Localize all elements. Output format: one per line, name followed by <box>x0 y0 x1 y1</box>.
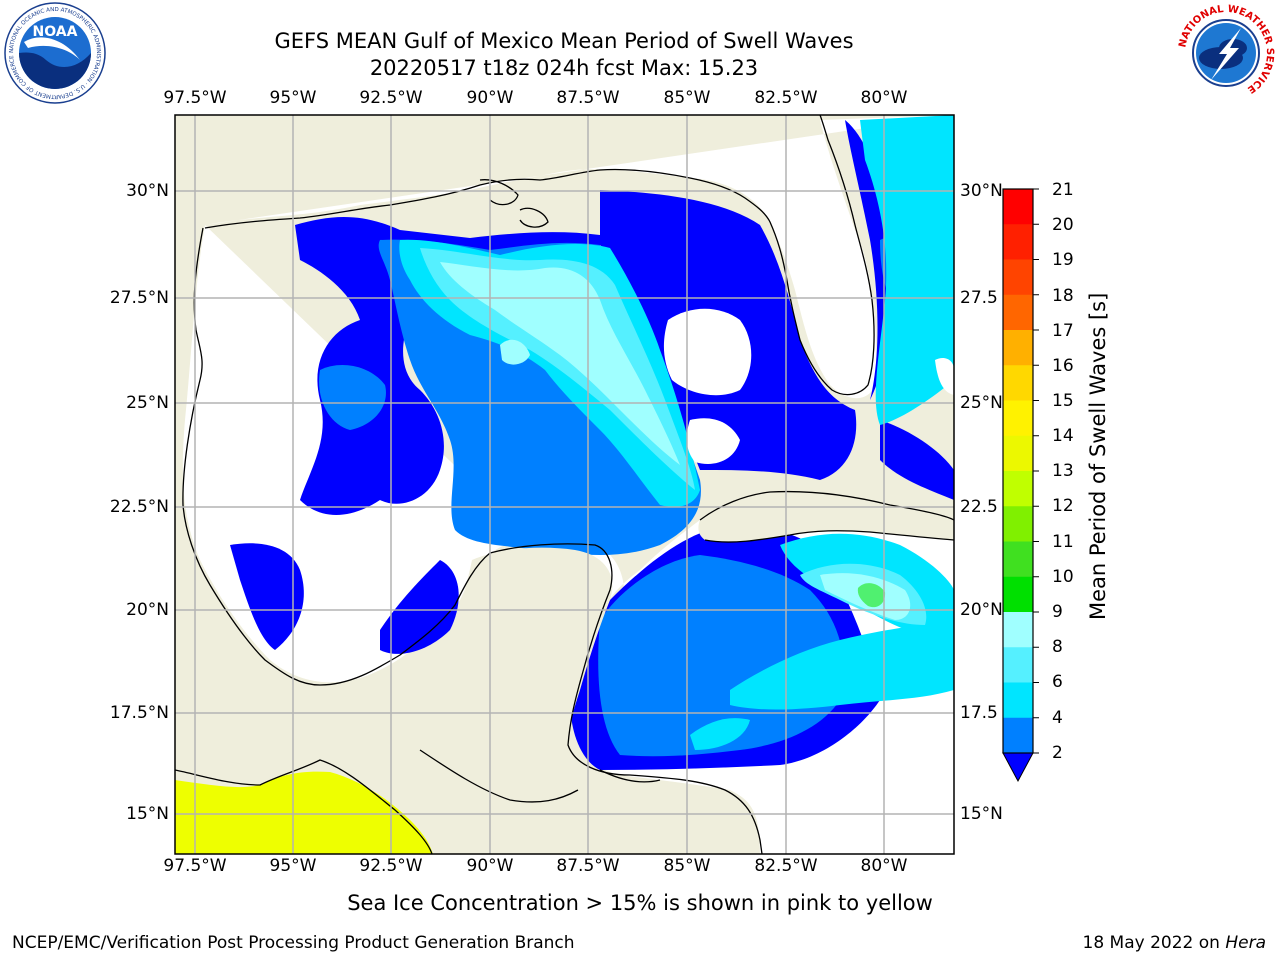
colorbar-segment <box>1003 717 1033 754</box>
lon-label-top: 87.5°W <box>556 88 620 108</box>
colorbar-segment <box>1003 294 1033 331</box>
lat-label-right: 25°N <box>960 393 1003 413</box>
colorbar-tick-label: 19 <box>1052 250 1074 270</box>
lat-label-left: 22.5°N <box>109 497 169 517</box>
lat-label-left: 25°N <box>126 393 169 413</box>
cuba-land <box>698 491 954 543</box>
colorbar-segment <box>1003 612 1033 648</box>
lon-label-bottom: 97.5°W <box>163 856 227 876</box>
colorbar-tick-label: 6 <box>1052 672 1063 692</box>
colorbar-segment <box>1003 435 1033 472</box>
colorbar-segment <box>1003 682 1033 719</box>
lon-label-top: 92.5°W <box>359 88 423 108</box>
colorbar-tick-label: 12 <box>1052 496 1074 516</box>
map-subtitle: 20220517 t18z 024h fcst Max: 15.23 <box>369 56 759 80</box>
lat-label-left: 27.5°N <box>109 288 169 308</box>
noaa-logo-text: NOAA <box>33 24 78 40</box>
map-frame <box>174 114 955 855</box>
colorbar-tick-label: 15 <box>1052 391 1074 411</box>
lat-label-left: 30°N <box>126 181 169 201</box>
colorbar-tick-label: 4 <box>1052 708 1063 728</box>
lon-label-bottom: 85°W <box>663 856 711 876</box>
lon-label-top: 80°W <box>860 88 908 108</box>
lon-label-bottom: 87.5°W <box>556 856 620 876</box>
colorbar-tick-label: 18 <box>1052 286 1074 306</box>
lon-label-top: 97.5°W <box>163 88 227 108</box>
colorbar-segment <box>1003 259 1033 296</box>
colorbar-segment <box>1003 330 1033 366</box>
graticule <box>175 115 954 854</box>
colorbar <box>1002 188 1039 783</box>
lon-label-top: 82.5°W <box>754 88 818 108</box>
lat-label-right: 20°N <box>960 600 1003 620</box>
lon-label-top: 90°W <box>466 88 514 108</box>
nws-logo-icon: NATIONAL WEATHER SERVICE <box>1176 3 1276 103</box>
footer-host: Hera <box>1225 933 1266 953</box>
sea-ice-caption: Sea Ice Concentration > 15% is shown in … <box>347 891 933 915</box>
colorbar-segment <box>1003 506 1033 542</box>
yucatan-land <box>443 547 613 817</box>
footer-credit: NCEP/EMC/Verification Post Processing Pr… <box>12 933 575 953</box>
swell-band-9-10 <box>857 583 886 608</box>
colorbar-tick-label: 9 <box>1052 602 1063 622</box>
colorbar-segment <box>1003 541 1033 578</box>
colorbar-tick-label: 14 <box>1052 426 1074 446</box>
colorbar-tick-label: 2 <box>1052 743 1063 763</box>
colorbar-segment <box>1003 647 1033 683</box>
lon-label-bottom: 82.5°W <box>754 856 818 876</box>
colorbar-segment <box>1003 576 1033 613</box>
map-title: GEFS MEAN Gulf of Mexico Mean Period of … <box>274 29 854 53</box>
lat-label-right: 30°N <box>960 181 1003 201</box>
lon-label-bottom: 92.5°W <box>359 856 423 876</box>
lat-label-right: 17.5 <box>960 703 998 723</box>
lat-label-left: 20°N <box>126 600 169 620</box>
lon-label-bottom: 95°W <box>269 856 317 876</box>
lon-label-top: 85°W <box>663 88 711 108</box>
lon-label-top: 95°W <box>269 88 317 108</box>
colorbar-tick-label: 10 <box>1052 567 1074 587</box>
lat-label-right: 15°N <box>960 804 1003 824</box>
footer-date: 18 May 2022 on Hera <box>1083 933 1267 953</box>
colorbar-tick-label: 13 <box>1052 461 1074 481</box>
lon-label-bottom: 90°W <box>466 856 514 876</box>
colorbar-tick-label: 11 <box>1052 532 1074 552</box>
calm-patches <box>225 272 954 794</box>
lat-label-left: 17.5°N <box>109 703 169 723</box>
colorbar-tick-label: 17 <box>1052 321 1074 341</box>
lat-label-left: 15°N <box>126 804 169 824</box>
colorbar-segment <box>1003 224 1033 260</box>
colorbar-segment <box>1003 400 1033 437</box>
colorbar-tick-label: 16 <box>1052 356 1074 376</box>
colorbar-label: Mean Period of Swell Waves [s] <box>1086 292 1110 620</box>
colorbar-segment <box>1003 471 1033 507</box>
lat-label-right: 22.5 <box>960 497 998 517</box>
colorbar-tick-label: 21 <box>1052 180 1074 200</box>
footer-date-text: 18 May 2022 on <box>1082 933 1226 953</box>
colorbar-segment <box>1003 189 1033 225</box>
lon-label-bottom: 80°W <box>860 856 908 876</box>
noaa-logo-icon: NATIONAL OCEANIC AND ATMOSPHERIC ADMINIS… <box>4 2 106 104</box>
colorbar-tick-label: 20 <box>1052 215 1074 235</box>
coastline <box>175 115 954 854</box>
colorbar-segment <box>1003 365 1033 401</box>
colorbar-under-arrow <box>1002 752 1034 783</box>
colorbar-tick-label: 8 <box>1052 637 1063 657</box>
lat-label-right: 27.5 <box>960 288 998 308</box>
sea-ice-region <box>175 771 433 854</box>
